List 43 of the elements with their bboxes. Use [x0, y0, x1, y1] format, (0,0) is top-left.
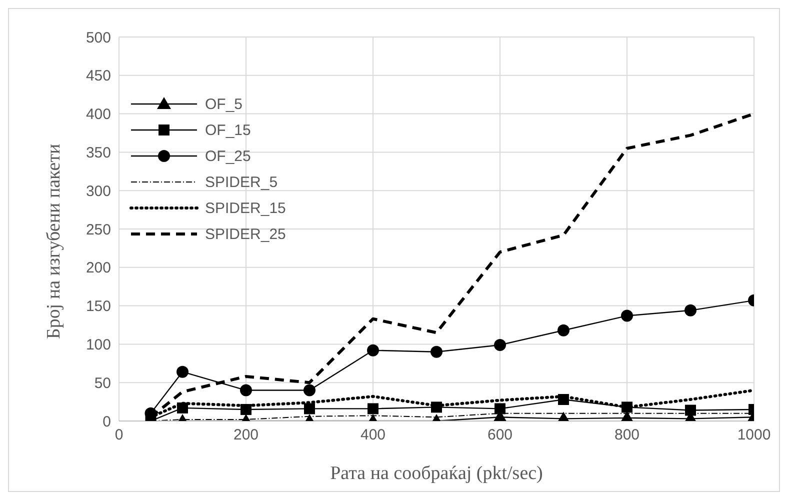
x-axis-title: Рата на сообраќај (pkt/sec) — [330, 463, 543, 484]
point — [558, 324, 570, 336]
point — [558, 394, 569, 405]
point — [621, 310, 633, 322]
point — [304, 403, 315, 414]
point — [622, 402, 632, 413]
y-tick-label: 500 — [86, 29, 111, 46]
point — [684, 304, 696, 316]
y-tick-label: 200 — [86, 260, 111, 277]
legend-label: OF_15 — [205, 122, 251, 138]
point — [304, 384, 316, 396]
point — [176, 366, 188, 378]
point — [431, 402, 442, 413]
legend-label: SPIDER_5 — [205, 174, 278, 190]
point — [494, 338, 506, 351]
point — [685, 404, 696, 416]
point — [240, 404, 252, 415]
x-tick-label: 0 — [114, 426, 124, 444]
legend-label: SPIDER_15 — [205, 200, 286, 216]
y-tick-label: 350 — [86, 144, 111, 162]
y-tick-label: 400 — [86, 106, 111, 124]
y-tick-label: 250 — [86, 221, 111, 238]
point — [177, 402, 188, 414]
point — [368, 403, 378, 414]
point — [430, 346, 442, 358]
x-tick-label: 600 — [487, 426, 513, 444]
x-tick-label: 800 — [614, 426, 640, 444]
y-tick-label: 450 — [86, 68, 111, 85]
y-tick-label: 150 — [86, 298, 111, 316]
point — [367, 344, 379, 356]
y-tick-label: 300 — [86, 182, 111, 200]
x-tick-label: 400 — [360, 426, 386, 444]
x-tick-label: 200 — [233, 426, 259, 444]
x-tick-label: 1000 — [737, 426, 771, 444]
y-axis-title: Број на изгубени пакети — [44, 144, 65, 339]
legend-label: OF_5 — [205, 96, 243, 112]
y-tick-label: 0 — [102, 413, 111, 430]
y-tick-label: 100 — [86, 336, 111, 354]
point — [494, 403, 506, 414]
legend-label: OF_25 — [205, 148, 251, 164]
point — [240, 384, 252, 396]
legend-label: SPIDER_25 — [205, 226, 286, 242]
y-tick-label: 50 — [94, 374, 111, 392]
